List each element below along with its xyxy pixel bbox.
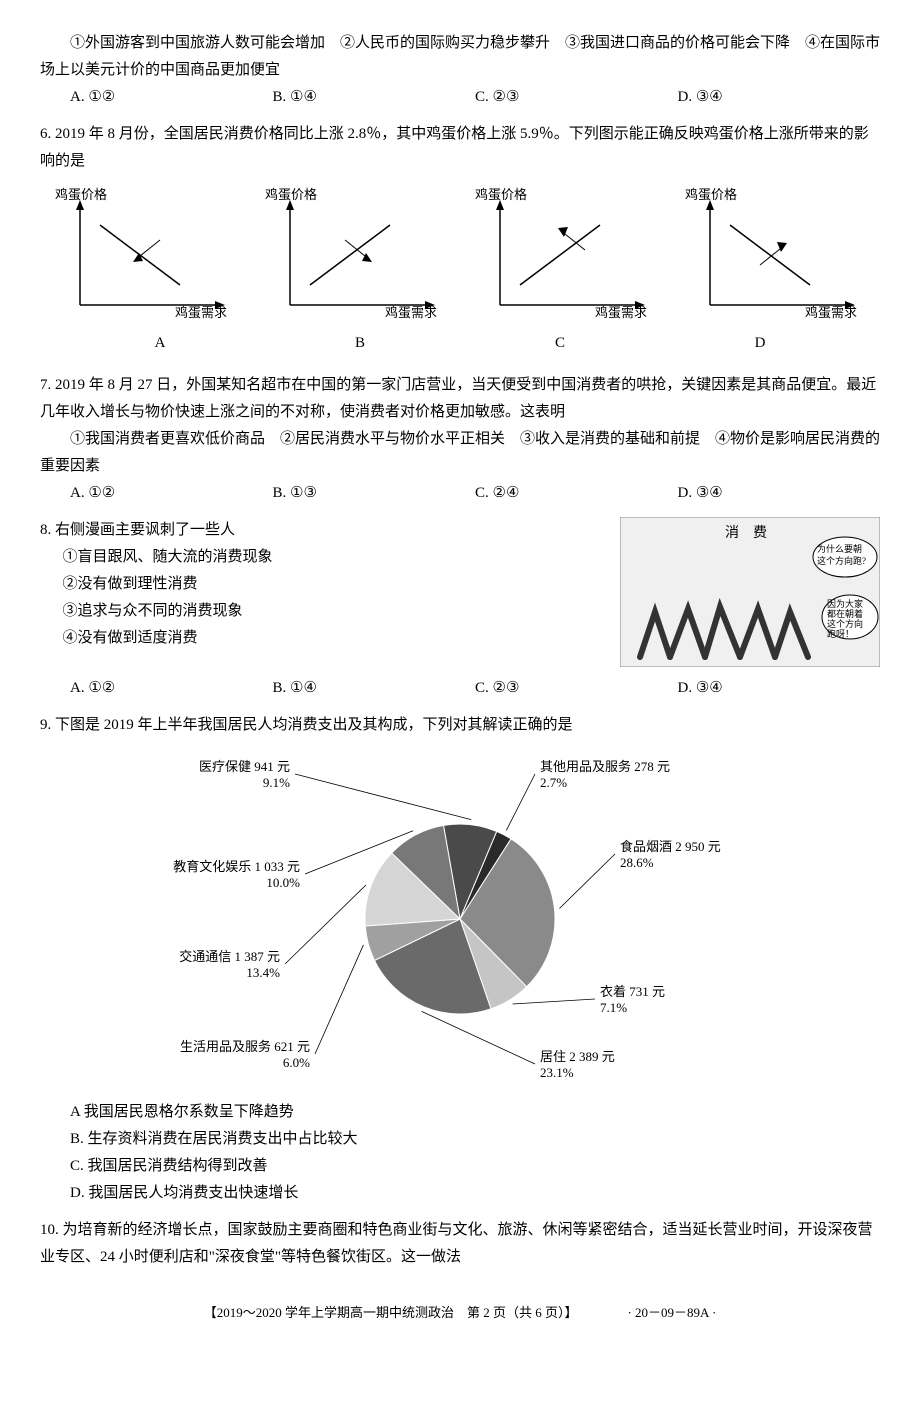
svg-text:因为大家: 因为大家 (827, 598, 863, 609)
q6-chart-d: 鸡蛋价格 鸡蛋需求 (675, 185, 875, 325)
q8-s2: ②没有做到理性消费 (63, 571, 621, 598)
svg-text:23.1%: 23.1% (540, 1065, 574, 1080)
q6-chart-a: 鸡蛋价格 鸡蛋需求 (45, 185, 245, 325)
q5-opt-a: A. ①② (70, 84, 273, 111)
q6-stem: 6. 2019 年 8 月份，全国居民消费价格同比上涨 2.8％，其中鸡蛋价格上… (40, 121, 880, 175)
q9-pie-container: 医疗保健 941 元9.1% 其他用品及服务 278 元2.7% 食品烟酒 2 95… (40, 749, 880, 1089)
q8-opt-d: D. ③④ (678, 675, 881, 702)
svg-text:食品烟酒 2 950 元: 食品烟酒 2 950 元 (620, 839, 721, 854)
q8-stem: 8. 右侧漫画主要讽刺了一些人 (40, 517, 620, 544)
q10-stem: 10. 为培育新的经济增长点，国家鼓励主要商圈和特色商业街与文化、旅游、休闲等紧… (40, 1217, 880, 1271)
svg-text:其他用品及服务 278 元: 其他用品及服务 278 元 (540, 759, 670, 774)
svg-text:交通通信 1 387 元: 交通通信 1 387 元 (179, 949, 280, 964)
q5-options: A. ①② B. ①④ C. ②③ D. ③④ (40, 84, 880, 111)
q8-options: A. ①② B. ①④ C. ②③ D. ③④ (40, 675, 880, 702)
svg-text:鸡蛋价格: 鸡蛋价格 (475, 187, 527, 202)
svg-text:居住 2 389 元: 居住 2 389 元 (540, 1049, 615, 1064)
q8: 8. 右侧漫画主要讽刺了一些人 ①盲目跟风、随大流的消费现象 ②没有做到理性消费… (40, 517, 880, 702)
q9-pie-chart: 医疗保健 941 元9.1% 其他用品及服务 278 元2.7% 食品烟酒 2 95… (160, 749, 760, 1089)
svg-text:9.1%: 9.1% (263, 775, 290, 790)
q9: 9. 下图是 2019 年上半年我国居民人均消费支出及其构成，下列对其解读正确的… (40, 712, 880, 1207)
svg-text:10.0%: 10.0% (266, 875, 300, 890)
q7-opt-b: B. ①③ (273, 480, 476, 507)
svg-text:28.6%: 28.6% (620, 855, 654, 870)
q6-chart-labels: A B C D (40, 330, 880, 357)
q6-charts: 鸡蛋价格 鸡蛋需求 鸡蛋价格 鸡蛋需求 (40, 185, 880, 325)
svg-text:13.4%: 13.4% (246, 965, 280, 980)
svg-text:鸡蛋需求: 鸡蛋需求 (385, 305, 437, 320)
svg-text:跑呀！: 跑呀！ (827, 628, 854, 639)
q8-s3: ③追求与众不同的消费现象 (63, 598, 621, 625)
svg-text:鸡蛋需求: 鸡蛋需求 (595, 305, 647, 320)
q9-opt-a: A 我国居民恩格尔系数呈下降趋势 (70, 1099, 880, 1126)
q10: 10. 为培育新的经济增长点，国家鼓励主要商圈和特色商业街与文化、旅游、休闲等紧… (40, 1217, 880, 1271)
q9-options: A 我国居民恩格尔系数呈下降趋势 B. 生存资料消费在居民消费支出中占比较大 C… (40, 1099, 880, 1207)
page-footer: 【2019～2020 学年上学期高一期中统测政治 第 2 页（共 6 页）】 ·… (40, 1301, 880, 1324)
q7: 7. 2019 年 8 月 27 日，外国某知名超市在中国的第一家门店营业，当天… (40, 372, 880, 507)
q6-chart-d-svg: 鸡蛋价格 鸡蛋需求 (680, 185, 870, 325)
q5-partial: ①外国游客到中国旅游人数可能会增加 ②人民币的国际购买力稳步攀升 ③我国进口商品… (40, 30, 880, 111)
q7-opt-d: D. ③④ (678, 480, 881, 507)
footer-left: 【2019～2020 学年上学期高一期中统测政治 第 2 页（共 6 页）】 (204, 1301, 578, 1324)
q6-chart-b: 鸡蛋价格 鸡蛋需求 (255, 185, 455, 325)
q6-chart-b-svg: 鸡蛋价格 鸡蛋需求 (260, 185, 450, 325)
svg-text:鸡蛋价格: 鸡蛋价格 (55, 187, 107, 202)
q8-s4: ④没有做到适度消费 (63, 625, 621, 652)
svg-text:为什么要朝: 为什么要朝 (817, 543, 862, 554)
q7-opt-a: A. ①② (70, 480, 273, 507)
q6-label-c: C (460, 330, 660, 357)
svg-text:2.7%: 2.7% (540, 775, 567, 790)
svg-text:这个方向跑?: 这个方向跑? (817, 555, 866, 566)
svg-text:7.1%: 7.1% (600, 1000, 627, 1015)
svg-text:鸡蛋需求: 鸡蛋需求 (805, 305, 857, 320)
svg-text:消 费: 消 费 (725, 525, 767, 541)
q8-opt-a: A. ①② (70, 675, 273, 702)
q6-label-a: A (60, 330, 260, 357)
q5-statements: ①外国游客到中国旅游人数可能会增加 ②人民币的国际购买力稳步攀升 ③我国进口商品… (40, 30, 880, 84)
svg-text:6.0%: 6.0% (283, 1055, 310, 1070)
q9-opt-b: B. 生存资料消费在居民消费支出中占比较大 (70, 1126, 880, 1153)
q7-options: A. ①② B. ①③ C. ②④ D. ③④ (40, 480, 880, 507)
svg-text:医疗保健 941 元: 医疗保健 941 元 (199, 759, 290, 774)
q7-stem: 7. 2019 年 8 月 27 日，外国某知名超市在中国的第一家门店营业，当天… (40, 372, 880, 426)
q8-opt-b: B. ①④ (273, 675, 476, 702)
q9-stem: 9. 下图是 2019 年上半年我国居民人均消费支出及其构成，下列对其解读正确的… (40, 712, 880, 739)
q6: 6. 2019 年 8 月份，全国居民消费价格同比上涨 2.8％，其中鸡蛋价格上… (40, 121, 880, 357)
q7-opt-c: C. ②④ (475, 480, 678, 507)
svg-text:鸡蛋需求: 鸡蛋需求 (175, 305, 227, 320)
q8-opt-c: C. ②③ (475, 675, 678, 702)
q6-label-d: D (660, 330, 860, 357)
svg-text:生活用品及服务 621 元: 生活用品及服务 621 元 (180, 1039, 310, 1054)
q9-opt-d: D. 我国居民人均消费支出快速增长 (70, 1180, 880, 1207)
svg-text:都在朝着: 都在朝着 (827, 608, 863, 619)
q6-chart-c-svg: 鸡蛋价格 鸡蛋需求 (470, 185, 660, 325)
q6-label-b: B (260, 330, 460, 357)
q8-s1: ①盲目跟风、随大流的消费现象 (63, 544, 621, 571)
q6-chart-a-svg: 鸡蛋价格 鸡蛋需求 (50, 185, 240, 325)
svg-text:鸡蛋价格: 鸡蛋价格 (685, 187, 737, 202)
q5-opt-d: D. ③④ (678, 84, 881, 111)
svg-text:教育文化娱乐 1 033 元: 教育文化娱乐 1 033 元 (173, 859, 300, 874)
q8-cartoon: 消 费 为什么要朝 这个方向跑? 因为大家 都在朝着 这个方向 跑呀！ (620, 517, 880, 675)
svg-text:衣着 731 元: 衣着 731 元 (600, 984, 665, 999)
q9-opt-c: C. 我国居民消费结构得到改善 (70, 1153, 880, 1180)
svg-text:这个方向: 这个方向 (827, 618, 863, 629)
q8-cartoon-svg: 消 费 为什么要朝 这个方向跑? 因为大家 都在朝着 这个方向 跑呀！ (620, 517, 880, 667)
q7-statements: ①我国消费者更喜欢低价商品 ②居民消费水平与物价水平正相关 ③收入是消费的基础和… (40, 426, 880, 480)
svg-text:鸡蛋价格: 鸡蛋价格 (265, 187, 317, 202)
q6-chart-c: 鸡蛋价格 鸡蛋需求 (465, 185, 665, 325)
footer-right: · 20－09－89A · (627, 1301, 716, 1324)
q5-opt-c: C. ②③ (475, 84, 678, 111)
q5-opt-b: B. ①④ (273, 84, 476, 111)
